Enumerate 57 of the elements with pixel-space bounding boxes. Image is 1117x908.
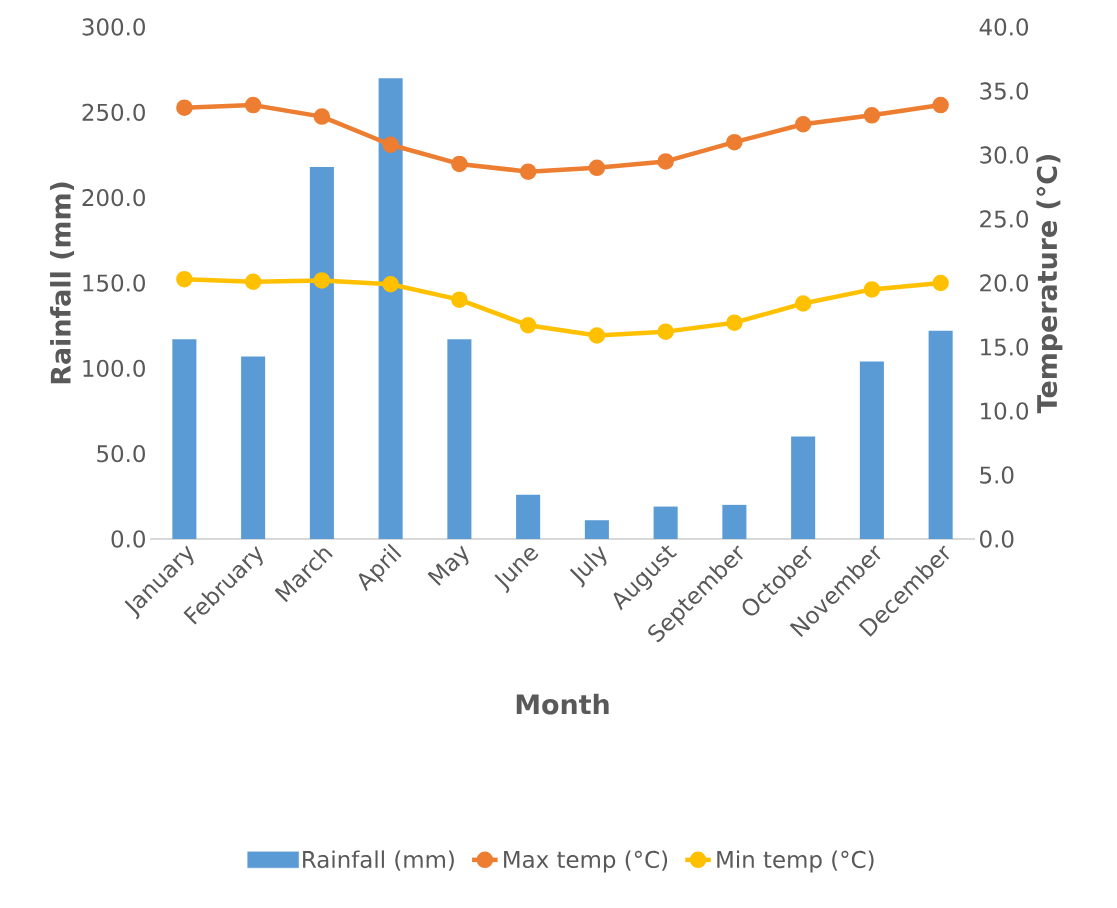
y-tick-label: 250.0 xyxy=(82,103,145,121)
point xyxy=(244,96,262,114)
point xyxy=(588,159,606,177)
bar xyxy=(516,494,541,539)
y2-tick-label: 10.0 xyxy=(981,402,1029,420)
bar xyxy=(928,330,953,539)
legend-label: Rainfall (mm) xyxy=(303,850,454,871)
point xyxy=(863,281,881,298)
point xyxy=(176,270,193,288)
y-tick-label: 300.0 xyxy=(82,18,145,36)
point xyxy=(519,163,537,180)
y2-tick-label: 40.0 xyxy=(979,18,1029,36)
point xyxy=(244,273,262,290)
bar xyxy=(584,520,609,539)
bar xyxy=(653,506,678,539)
y-tick-label: 100.0 xyxy=(83,359,145,377)
bar xyxy=(722,504,747,539)
bar xyxy=(241,356,266,539)
y2-tick-label: 5.0 xyxy=(980,466,1014,484)
point xyxy=(932,274,949,292)
point xyxy=(726,133,743,151)
y-tick-label: 50.0 xyxy=(97,444,145,463)
y2-tick-label: 0.0 xyxy=(980,530,1014,548)
point xyxy=(657,323,674,340)
point xyxy=(657,153,674,170)
point xyxy=(726,314,743,331)
point xyxy=(588,327,606,344)
y2-tick-label: 25.0 xyxy=(980,210,1029,228)
point xyxy=(451,155,468,173)
point xyxy=(176,99,193,116)
bar xyxy=(447,339,472,539)
legend-label: Min temp (°C) xyxy=(717,850,874,873)
point xyxy=(863,107,881,124)
y2-tick-label: 35.0 xyxy=(980,82,1029,100)
legend-label: Max temp (°C) xyxy=(504,850,668,873)
point xyxy=(794,295,812,312)
y-axis-title: Rainfall (mm) xyxy=(50,182,75,384)
y2-axis-title: Temperature (°C) xyxy=(1036,155,1063,414)
point xyxy=(382,136,399,154)
y-tick-label: 150.0 xyxy=(83,274,145,292)
point xyxy=(313,108,331,125)
bar xyxy=(378,78,403,539)
y2-tick-label: 20.0 xyxy=(980,274,1029,292)
point xyxy=(519,316,537,334)
point xyxy=(382,276,399,293)
bar xyxy=(791,436,816,539)
y2-tick-label: 15.0 xyxy=(981,338,1029,356)
y-tick-label: 200.0 xyxy=(82,188,145,207)
bar xyxy=(309,166,334,539)
point xyxy=(451,291,468,308)
bar xyxy=(172,339,197,539)
x-axis-title: Month xyxy=(516,693,609,715)
y2-tick-label: 30.0 xyxy=(980,146,1029,164)
bar xyxy=(859,361,884,539)
point xyxy=(794,116,812,133)
point xyxy=(932,96,949,114)
point xyxy=(313,272,331,289)
